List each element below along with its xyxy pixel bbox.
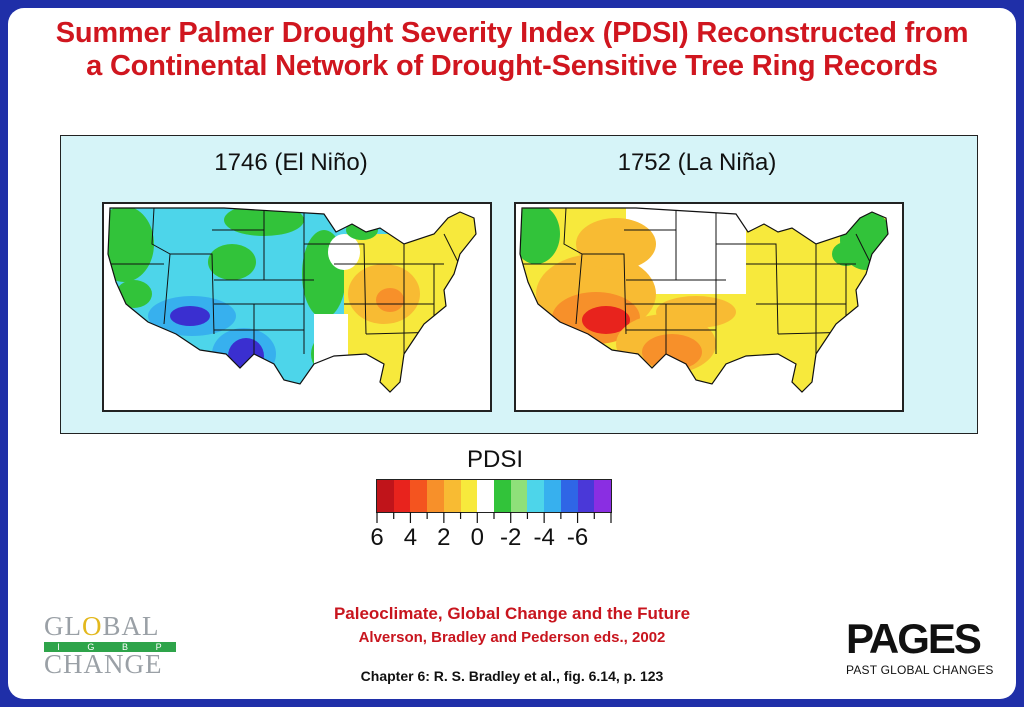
- map-1746-svg: [107, 207, 477, 393]
- colorbar-swatch: [443, 480, 461, 512]
- map-label-1752: 1752 (La Niña): [617, 149, 777, 176]
- map-1746-el-nino: [102, 202, 492, 412]
- colorbar-swatch: [477, 480, 495, 512]
- colorbar-swatch: [527, 480, 545, 512]
- colorbar-tick-label: 6: [370, 524, 384, 551]
- logo-text-o: O: [82, 611, 103, 641]
- pages-logo-word: PAGES: [846, 615, 982, 662]
- pdsi-colorbar: [376, 479, 612, 513]
- colorbar-tick-label: -4: [533, 524, 555, 551]
- title-line-1: Summer Palmer Drought Severity Index (PD…: [55, 17, 969, 49]
- pages-logo: PAGES PAST GLOBAL CHANGES: [846, 617, 996, 683]
- slide-title: Summer Palmer Drought Severity Index (PD…: [0, 17, 1024, 83]
- chapter-citation: Chapter 6: R. S. Bradley et al., fig. 6.…: [360, 668, 664, 684]
- map-1746-outline: [107, 207, 477, 393]
- book-editors: Alverson, Bradley and Pederson eds., 200…: [358, 629, 666, 646]
- global-change-logo-bottom: CHANGE: [44, 649, 163, 679]
- colorbar-swatch: [544, 480, 561, 512]
- logo-band-letter: B: [122, 642, 130, 652]
- maps-panel: 1746 (El Niño) 1752 (La Niña): [60, 135, 978, 434]
- logo-text-bal: BAL: [102, 611, 160, 641]
- colorbar-swatch: [560, 480, 578, 512]
- colorbar-swatch: [510, 480, 528, 512]
- colorbar-swatch: [410, 480, 428, 512]
- colorbar-ticks: [376, 512, 612, 523]
- logo-band-letter: P: [155, 642, 163, 652]
- logo-text-gl: GL: [44, 611, 82, 641]
- colorbar-swatch: [594, 480, 612, 512]
- map-1752-outline: [519, 207, 889, 393]
- colorbar-tick-label: -6: [566, 524, 589, 551]
- colorbar-swatch: [377, 480, 394, 512]
- map-1746-state-lines: [110, 208, 465, 354]
- colorbar-swatch: [460, 480, 478, 512]
- global-change-logo-top: GLOBAL: [44, 611, 160, 642]
- colorbar-tick-label: 2: [437, 524, 451, 551]
- title-line-2: a Continental Network of Drought-Sensiti…: [86, 50, 938, 82]
- map-label-1746: 1746 (El Niño): [214, 149, 368, 176]
- global-change-logo-band: I G B P: [44, 642, 176, 652]
- map-1752-la-nina: [514, 202, 904, 412]
- logo-band-letter: I: [57, 642, 61, 652]
- logo-band-letter: G: [87, 642, 96, 652]
- global-change-logo: GLOBAL I G B P CHANGE: [44, 611, 180, 681]
- colorbar-tick-label: 0: [470, 524, 484, 551]
- colorbar-tick-label: -2: [500, 524, 522, 551]
- colorbar-swatch: [427, 480, 444, 512]
- book-title: Paleoclimate, Global Change and the Futu…: [333, 604, 691, 623]
- map-1752-svg: [519, 207, 889, 393]
- pages-logo-tagline: PAST GLOBAL CHANGES: [846, 663, 994, 677]
- colorbar-swatch: [393, 480, 411, 512]
- legend-title: PDSI: [466, 446, 523, 473]
- colorbar-tick-label: 4: [403, 524, 418, 551]
- colorbar-swatch: [494, 480, 511, 512]
- colorbar-swatch: [577, 480, 595, 512]
- colorbar-tick-labels: 6 4 2 0 -2 -4 -6: [360, 524, 630, 554]
